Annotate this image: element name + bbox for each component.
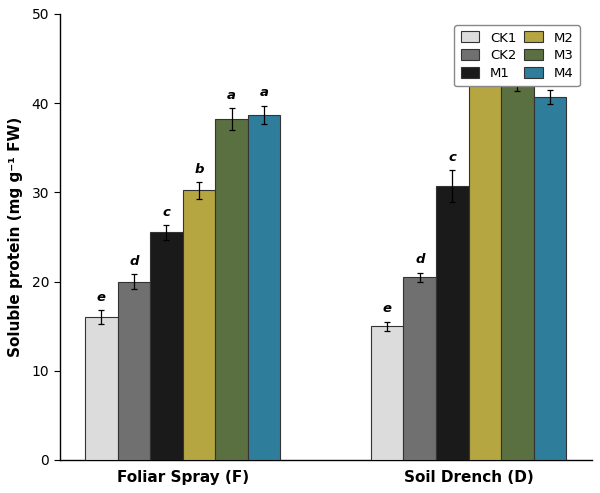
Bar xyxy=(469,61,501,460)
Bar xyxy=(534,97,566,460)
Y-axis label: Soluble protein (mg g⁻¹ FW): Soluble protein (mg g⁻¹ FW) xyxy=(8,117,23,357)
Legend: CK1, CK2, M1, M2, M3, M4: CK1, CK2, M1, M2, M3, M4 xyxy=(454,25,580,86)
Text: a: a xyxy=(227,89,236,102)
Text: b: b xyxy=(545,70,555,83)
Bar xyxy=(501,81,534,460)
Text: a: a xyxy=(260,86,269,100)
Bar xyxy=(436,186,469,460)
Bar xyxy=(118,282,150,460)
Text: b: b xyxy=(194,163,204,176)
Bar xyxy=(183,190,215,460)
Bar xyxy=(85,317,118,460)
Text: d: d xyxy=(129,255,139,268)
Bar xyxy=(371,326,403,460)
Text: a: a xyxy=(481,35,490,48)
Text: e: e xyxy=(97,291,106,304)
Bar xyxy=(215,119,248,460)
Text: c: c xyxy=(163,206,170,219)
Bar xyxy=(403,277,436,460)
Bar xyxy=(248,115,280,460)
Text: e: e xyxy=(383,302,392,316)
Text: ab: ab xyxy=(508,51,527,64)
Bar xyxy=(150,232,183,460)
Text: d: d xyxy=(415,253,425,266)
Text: c: c xyxy=(448,151,456,164)
